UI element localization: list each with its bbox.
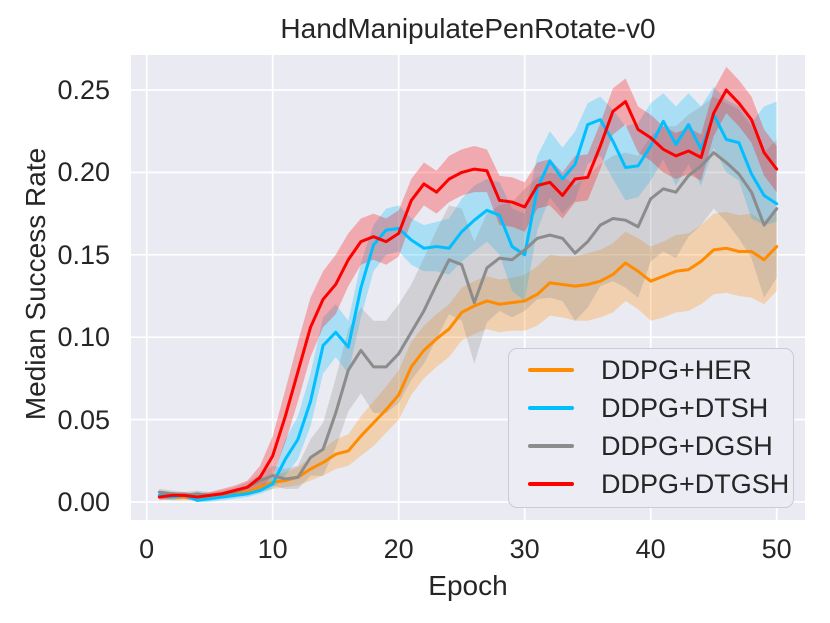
legend-item-ddpg-dtgsh: DDPG+DTGSH (528, 470, 789, 498)
chart-title: HandManipulatePenRotate-v0 (280, 13, 656, 44)
legend-swatch-ddpg-her (528, 368, 574, 372)
band-ddpg-dtsh (159, 86, 777, 502)
band-ddpg-dgsh (159, 96, 777, 499)
y-tick-label: 0.00 (57, 487, 110, 517)
legend-label: DDPG+DTSH (601, 393, 769, 423)
legend-label: DDPG+HER (601, 355, 752, 385)
x-tick-label: 20 (383, 534, 414, 564)
y-tick-label: 0.25 (57, 75, 110, 105)
legend-label: DDPG+DGSH (601, 431, 773, 461)
y-tick-label: 0.15 (57, 239, 110, 270)
x-axis-label: Epoch (428, 570, 508, 601)
y-tick-label: 0.10 (57, 322, 110, 353)
line-ddpg-her (157, 245, 779, 501)
legend-swatch-ddpg-dtsh (528, 406, 574, 410)
x-tick-label: 50 (761, 534, 792, 564)
legend-swatch-ddpg-dgsh (528, 444, 574, 448)
legend-item-ddpg-dtsh: DDPG+DTSH (528, 394, 768, 422)
y-axis-label: Median Success Rate (20, 147, 51, 421)
line-ddpg-dtsh (157, 113, 779, 502)
x-tick-label: 40 (635, 534, 666, 564)
x-tick-label: 10 (257, 534, 288, 564)
legend-label: DDPG+DTGSH (601, 469, 790, 499)
band-ddpg-her (159, 208, 777, 501)
y-tick-label: 0.20 (57, 157, 110, 188)
y-tick-label: 0.05 (57, 404, 110, 435)
legend-swatch-ddpg-dtgsh (528, 482, 574, 486)
legend-item-ddpg-dgsh: DDPG+DGSH (528, 432, 773, 460)
line-ddpg-dgsh (157, 151, 779, 497)
x-tick-label: 30 (509, 534, 540, 564)
legend-item-ddpg-her: DDPG+HER (528, 356, 752, 384)
x-tick-label: 0 (139, 534, 155, 564)
legend: DDPG+HER DDPG+DTSH DDPG+DGSH DDPG+DTGSH (508, 348, 794, 508)
line-ddpg-dtgsh (157, 88, 779, 499)
